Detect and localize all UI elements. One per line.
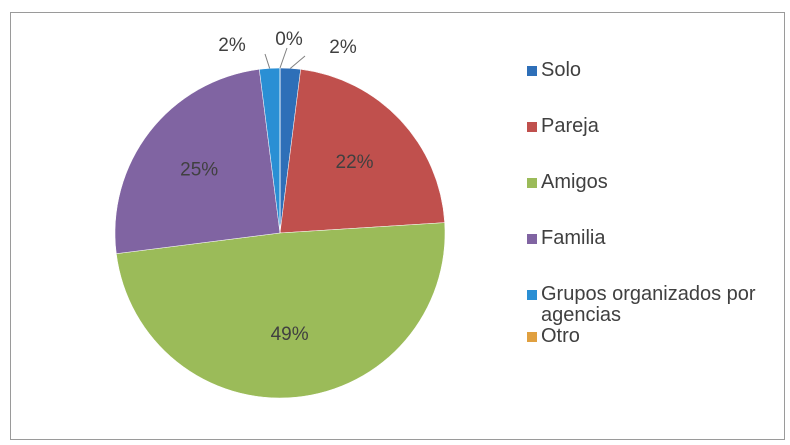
legend-swatch [527,332,537,342]
legend-label: Solo [541,59,582,81]
legend-item: Pareja [527,116,787,137]
leader-line [279,47,288,69]
legend-label: Familia [541,227,606,249]
pie-slice [279,69,445,234]
legend-label: Pareja [541,115,599,137]
legend-swatch [527,66,537,76]
pie-slice [116,222,446,399]
legend-swatch [527,290,537,300]
leader-line [264,53,271,69]
legend-label: Grupos organizados por agencias [541,283,756,326]
data-label: 0% [275,29,303,50]
legend-swatch [527,178,537,188]
legend: Solo Pareja Amigos Familia Grupos organizado… [527,60,787,382]
data-label: 22% [336,152,374,173]
pie-slice [114,69,281,254]
legend-item: Amigos [527,172,787,193]
legend-item: Grupos organizados por agencias [527,284,790,326]
legend-label: Amigos [541,171,608,193]
legend-swatch [527,234,537,244]
data-label: 49% [271,324,309,345]
leader-line [290,55,306,69]
data-label: 2% [218,35,246,56]
legend-item: Solo [527,60,787,81]
data-label: 25% [180,159,218,180]
legend-item: Familia [527,228,787,249]
data-label: 2% [329,37,357,58]
legend-item: Otro [527,326,787,347]
legend-swatch [527,122,537,132]
legend-label: Otro [541,325,580,347]
